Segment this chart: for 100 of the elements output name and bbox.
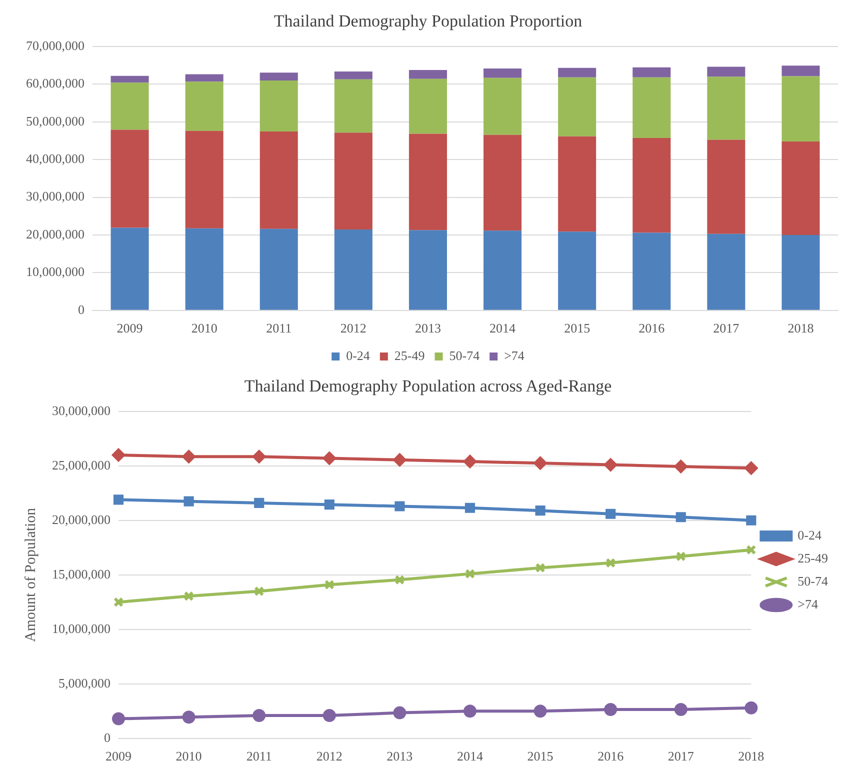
bar <box>260 72 298 81</box>
bar <box>558 136 596 232</box>
point <box>606 508 616 519</box>
point <box>676 551 686 562</box>
bar <box>632 232 671 310</box>
x-tick-label: 2010 <box>176 748 202 764</box>
chart-title: Thailand Demography Population across Aged-Range <box>244 376 612 396</box>
point <box>463 704 476 718</box>
legend-label: 25-49 <box>394 348 425 363</box>
y-tick-label: 30,000,000 <box>26 188 84 204</box>
legend-label: 25-49 <box>798 550 828 566</box>
x-tick-label: 2011 <box>246 748 272 764</box>
x-tick-label: 2017 <box>713 320 740 336</box>
x-tick-label: 2013 <box>386 748 413 764</box>
x-tick-label: 2012 <box>340 320 366 336</box>
bar <box>782 234 820 310</box>
legend-label: 0-24 <box>346 348 370 363</box>
point <box>744 462 758 475</box>
point <box>606 558 616 568</box>
point <box>464 568 476 579</box>
bar <box>110 130 149 228</box>
x-tick-label: 2016 <box>638 320 666 336</box>
bar <box>334 230 372 310</box>
point <box>676 512 686 522</box>
legend-label: 50-74 <box>449 348 480 363</box>
x-tick-label: 2017 <box>668 748 694 764</box>
point <box>182 450 196 464</box>
y-tick-label: 40,000,000 <box>26 150 84 166</box>
y-axis-title: Amount of Population <box>22 507 39 642</box>
bar <box>484 78 522 135</box>
bar <box>185 82 224 131</box>
point <box>254 498 264 508</box>
bar <box>260 228 298 310</box>
bar <box>632 77 671 138</box>
x-tick-label: 2009 <box>106 748 132 764</box>
x-tick-label: 2014 <box>456 748 484 764</box>
point <box>254 586 264 596</box>
x-tick-label: 2009 <box>116 320 143 336</box>
bar <box>260 131 298 229</box>
bar <box>408 134 447 230</box>
bar <box>484 68 522 78</box>
point <box>324 500 334 510</box>
bar <box>185 130 224 228</box>
bar <box>707 76 746 140</box>
bar <box>632 138 671 233</box>
bar <box>632 67 671 78</box>
bar <box>260 80 298 132</box>
bar <box>110 82 149 130</box>
y-tick-label: 0 <box>104 730 110 745</box>
bar <box>334 79 372 133</box>
point <box>463 455 476 468</box>
legend-label: >74 <box>798 596 818 612</box>
y-tick-label: 60,000,000 <box>26 76 84 91</box>
point <box>535 562 546 573</box>
y-tick-label: 50,000,000 <box>26 113 84 128</box>
point <box>322 452 336 465</box>
point <box>394 501 405 512</box>
point <box>182 710 196 724</box>
x-tick-label: 2014 <box>490 320 516 336</box>
y-tick-label: 10,000,000 <box>52 620 110 636</box>
point <box>744 701 758 714</box>
bar <box>707 234 746 310</box>
bar <box>185 228 224 310</box>
bar <box>408 78 447 134</box>
point <box>393 706 406 720</box>
y-tick-label: 10,000,000 <box>26 264 84 280</box>
bar <box>782 141 820 235</box>
x-tick-label: 2018 <box>738 748 764 764</box>
point <box>252 450 266 464</box>
bar <box>408 70 447 79</box>
bar <box>110 228 149 310</box>
point <box>324 580 334 590</box>
bar <box>408 230 447 310</box>
chart-title: Thailand Demography Population Proportion <box>274 12 583 31</box>
y-tick-label: 20,000,000 <box>26 226 84 242</box>
bar <box>707 140 746 234</box>
bar <box>185 74 224 82</box>
bar <box>782 66 820 76</box>
bar <box>558 68 596 78</box>
bar <box>334 132 372 230</box>
point <box>184 591 194 602</box>
x-tick-label: 2011 <box>266 320 292 336</box>
bar <box>484 230 522 310</box>
point <box>464 502 476 513</box>
x-tick-label: 2010 <box>191 320 218 336</box>
legend-label: 50-74 <box>798 573 828 588</box>
y-tick-label: 30,000,000 <box>52 402 110 418</box>
bar <box>782 76 820 142</box>
x-tick-label: 2016 <box>598 748 624 764</box>
bar <box>558 77 596 136</box>
legend-label: >74 <box>504 348 525 363</box>
y-tick-label: 0 <box>78 302 84 317</box>
point <box>674 703 688 716</box>
point <box>746 515 756 526</box>
x-tick-label: 2015 <box>527 748 554 764</box>
bar <box>334 71 372 80</box>
y-tick-label: 20,000,000 <box>52 512 110 527</box>
y-tick-label: 25,000,000 <box>52 457 110 472</box>
x-tick-label: 2018 <box>788 320 814 336</box>
y-tick-label: 5,000,000 <box>58 675 110 690</box>
